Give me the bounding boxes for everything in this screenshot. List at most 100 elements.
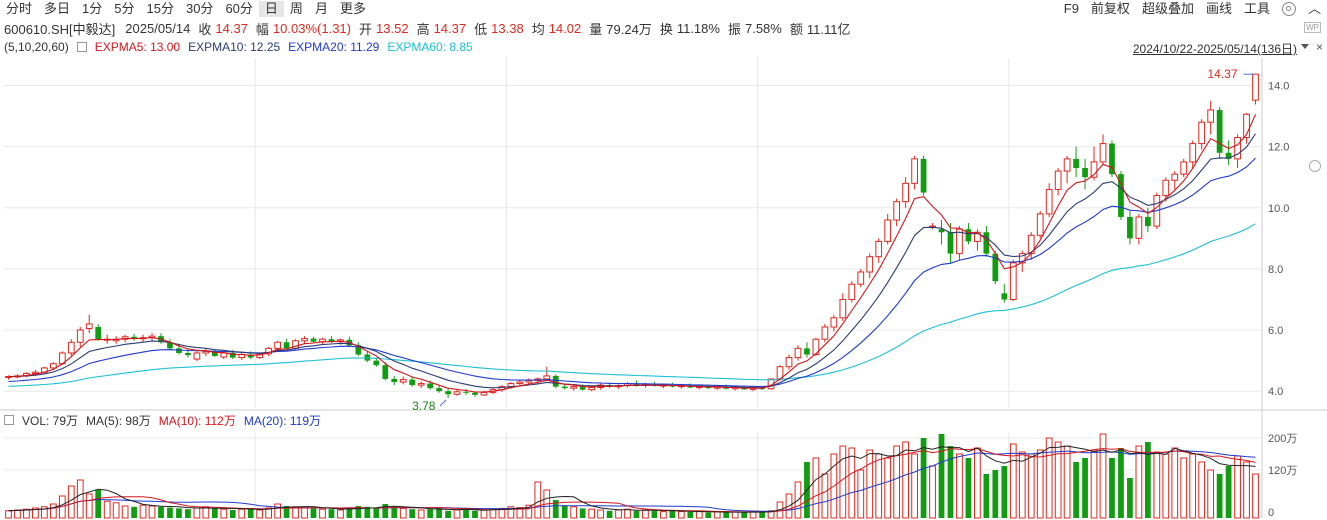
close-label: 收 [198, 21, 212, 37]
volume-bar-down [938, 434, 945, 518]
candle-body-up [67, 341, 75, 354]
vol-ma20-label: MA(20): 119万 [243, 413, 321, 428]
volume-bar-up [41, 506, 48, 519]
volume-bar-up [848, 447, 856, 519]
volume-bar-down [1082, 458, 1088, 518]
volume-bar-up [1135, 445, 1143, 519]
candle-body-up [1243, 113, 1250, 138]
volume-bar-down [167, 507, 173, 518]
volume-bar-up [1063, 445, 1071, 519]
period-tab-more[interactable]: 更多 [339, 1, 366, 16]
volume-bar-down [552, 500, 559, 518]
volume-bar-up [417, 509, 425, 519]
price-tick-label: 10.0 [1268, 203, 1289, 215]
close-icon[interactable]: × [1315, 40, 1323, 54]
volume-bar-up [1189, 453, 1197, 519]
ema-toggle-icon[interactable] [76, 42, 87, 52]
volume-bar-down [1216, 474, 1223, 518]
candle-body-down [283, 342, 290, 349]
candle-body-up [1207, 109, 1215, 123]
volume-bar-down [328, 509, 335, 518]
stock-code: 600610.SH[中毅达] [4, 21, 116, 37]
volume-bar-down [606, 510, 613, 518]
low-label: 低 [474, 21, 488, 37]
price-tick-label: 4.0 [1268, 386, 1283, 398]
volume-bar-down [669, 510, 676, 518]
candle-body-up [516, 381, 524, 385]
volume-bar-up [884, 457, 892, 519]
candle-body-down [95, 326, 102, 340]
ema20-label: EXPMA20: 11.29 [288, 40, 380, 54]
period-tab-fenshi[interactable]: 分时 [6, 1, 33, 16]
range-dropdown-icon[interactable] [1301, 44, 1309, 49]
change-label: 幅 [255, 21, 269, 37]
candle-body-down [1127, 216, 1133, 239]
candle-body-down [247, 354, 254, 358]
volume-bar-up [875, 453, 883, 519]
adjust-button[interactable]: 前复权 [1090, 1, 1130, 16]
avg-value: 14.02 [548, 20, 582, 36]
vol-label: VOL: 79万 [22, 413, 79, 428]
volume-bar-up [1171, 447, 1179, 519]
vol-toggle-icon[interactable] [4, 415, 14, 425]
period-tab-month[interactable]: 月 [314, 1, 328, 16]
volume-bar-up [1180, 457, 1188, 519]
period-tab-5min[interactable]: 5分 [114, 1, 135, 16]
candle-body-up [274, 341, 281, 349]
candle-body-down [552, 375, 559, 387]
volume-bar-up [1198, 461, 1206, 519]
volume-bar-up [256, 509, 264, 519]
period-tab-15min[interactable]: 15分 [146, 1, 174, 16]
ema-params[interactable]: (5,10,20,60) [4, 40, 69, 54]
volume-bar-up [1045, 437, 1053, 519]
price-tick-label: 14.0 [1268, 81, 1289, 93]
candle-body-down [579, 386, 586, 390]
candle-body-up [480, 391, 488, 396]
settings-gear-icon[interactable] [1281, 2, 1296, 16]
ema60-label: EXPMA60: 8.85 [387, 40, 473, 54]
volume-bar-up [516, 507, 524, 519]
period-tab-day[interactable]: 日 [258, 1, 284, 17]
turnover-label: 换 [659, 21, 673, 37]
candle-body-down [355, 345, 362, 355]
draw-line-button[interactable]: 画线 [1205, 1, 1232, 16]
volume-bar-down [983, 474, 990, 518]
period-tab-30min[interactable]: 30分 [185, 1, 214, 16]
volume-bar-up [193, 507, 201, 519]
volume-bar-up [238, 508, 246, 519]
panel-gear-icon[interactable] [1309, 160, 1321, 172]
candle-body-down [992, 253, 999, 282]
volume-bar-down [364, 506, 371, 518]
vol-label: 量 [589, 21, 603, 37]
candle-body-up [911, 158, 918, 184]
candle-body-up [1135, 216, 1143, 239]
volume-bar-up [1090, 449, 1098, 519]
period-tab-multi-day[interactable]: 多日 [44, 1, 71, 16]
f9-button[interactable]: F9 [1063, 1, 1079, 16]
tools-button[interactable]: 工具 [1243, 1, 1270, 16]
volume-bar-up [597, 509, 604, 519]
candle-body-up [821, 326, 829, 340]
volume-bar-up [121, 505, 129, 519]
ema-legend: (5,10,20,60) EXPMA5: 13.00 EXPMA10: 12.2… [4, 40, 481, 54]
date-range[interactable]: 2024/10/22-2025/05/14(136日) [1132, 42, 1297, 56]
volume-bar-up [5, 510, 12, 519]
period-tab-1min[interactable]: 1分 [82, 1, 103, 16]
volume-bar-down [283, 506, 290, 518]
volume-bar-up [319, 508, 326, 519]
collapse-icon[interactable]: ︿ [1307, 1, 1321, 16]
candle-body-down [463, 391, 469, 393]
vol-ma20-line [8, 450, 1256, 512]
candle-body-down [382, 365, 389, 379]
change-value: 10.03%(1.31) [272, 20, 351, 36]
candle-body-down [947, 232, 954, 254]
period-tab-week[interactable]: 周 [289, 1, 303, 16]
price-tick-label: 12.0 [1268, 142, 1289, 154]
volume-bar-up [525, 504, 533, 519]
volume-bar-up [1252, 473, 1259, 519]
volume-bar-down [1225, 466, 1232, 518]
volume-bar-down [1118, 448, 1124, 518]
overlay-button[interactable]: 超级叠加 [1141, 1, 1194, 16]
period-tab-60min[interactable]: 60分 [225, 1, 253, 16]
